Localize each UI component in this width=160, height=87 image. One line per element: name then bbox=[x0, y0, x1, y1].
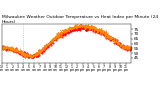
Text: Milwaukee Weather Outdoor Temperature vs Heat Index per Minute (24 Hours): Milwaukee Weather Outdoor Temperature vs… bbox=[2, 15, 158, 24]
